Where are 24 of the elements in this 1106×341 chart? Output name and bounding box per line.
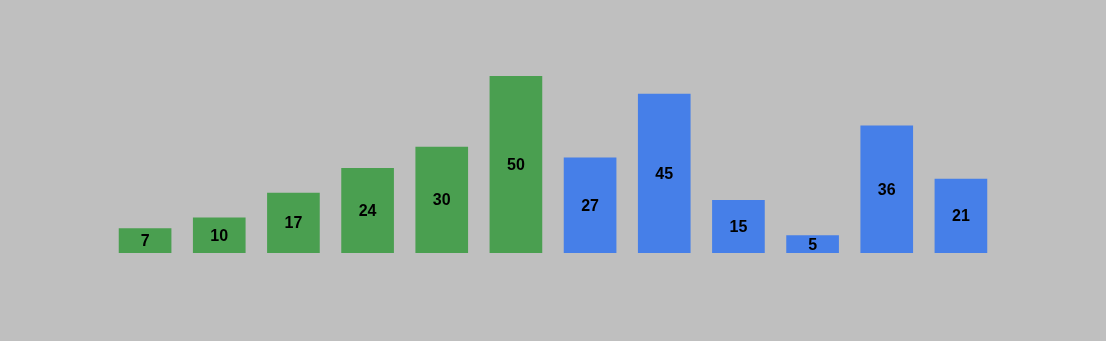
bar [341, 168, 394, 253]
data-label: 45 [655, 164, 674, 182]
bar [860, 125, 914, 253]
data-label: 24 [358, 202, 377, 220]
data-label: 15 [729, 217, 748, 235]
bar [267, 192, 320, 253]
bar [563, 157, 617, 253]
data-label: 10 [210, 226, 229, 244]
data-label: 5 [808, 235, 818, 253]
bar [118, 228, 172, 253]
bar [192, 217, 246, 253]
data-label: 50 [507, 156, 525, 173]
data-label: 7 [140, 232, 150, 250]
data-label: 17 [284, 214, 303, 232]
bar [786, 235, 839, 253]
data-label: 27 [581, 196, 600, 214]
bar [934, 178, 988, 253]
bar [489, 76, 543, 253]
bar [637, 93, 691, 253]
bar [415, 146, 469, 253]
data-label: 21 [952, 207, 970, 225]
data-label: 36 [877, 180, 896, 198]
bar [712, 199, 765, 253]
data-label: 30 [432, 191, 451, 209]
